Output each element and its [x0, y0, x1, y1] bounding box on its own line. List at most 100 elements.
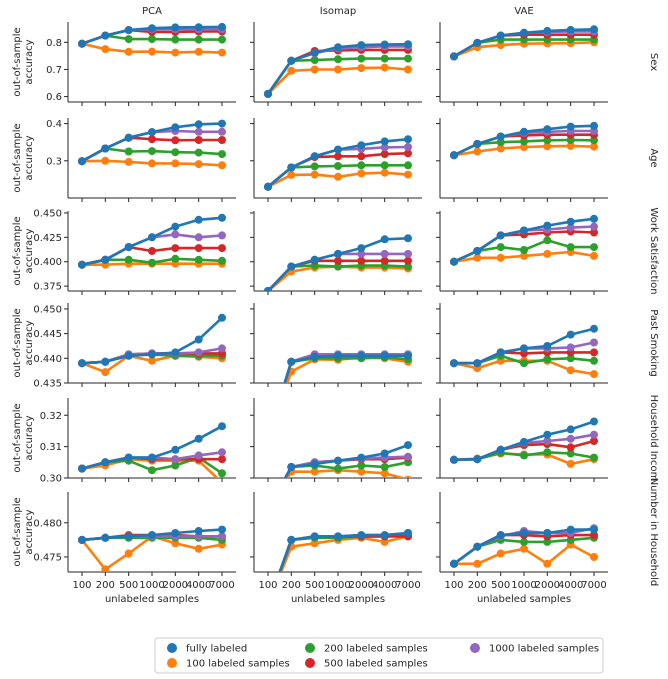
data-point [590, 348, 598, 357]
data-point [148, 453, 156, 462]
data-point [124, 351, 133, 360]
data-point [357, 244, 366, 253]
data-point [543, 559, 552, 568]
data-point [171, 230, 180, 239]
data-point [590, 214, 598, 223]
data-point [590, 553, 598, 561]
data-point [450, 257, 458, 266]
panel-1-1 [250, 118, 422, 202]
data-point [357, 461, 366, 470]
data-point [520, 544, 528, 553]
data-point [218, 231, 226, 240]
panel-3-2: Past Smoking [436, 303, 659, 387]
data-point [194, 348, 203, 357]
panel-4-0: 0.30 0.31 0.32 out-of-sample accuracy [12, 398, 236, 485]
data-point [590, 417, 598, 426]
data-point [496, 132, 505, 141]
plot-area [78, 422, 226, 478]
data-point [566, 25, 575, 34]
data-point [357, 249, 366, 258]
data-point [124, 157, 133, 166]
data-point [590, 25, 598, 34]
data-point [194, 255, 203, 264]
data-point [543, 537, 552, 546]
legend-marker [167, 643, 177, 653]
legend-label: 500 labeled samples [324, 659, 428, 670]
data-point [566, 330, 575, 339]
y-tick-label: 0.31 [40, 442, 62, 453]
plot-area [264, 234, 412, 291]
y-tick-label: 0.475 [33, 552, 62, 563]
data-point [473, 559, 482, 568]
data-point [334, 262, 342, 271]
plot-area [264, 40, 412, 98]
data-point [171, 461, 180, 470]
data-point [334, 464, 342, 473]
data-point [520, 529, 528, 537]
data-point [590, 228, 598, 237]
data-point [496, 549, 505, 558]
data-point [380, 351, 389, 360]
data-point [310, 152, 319, 161]
y-tick-label: 0.3 [46, 156, 62, 167]
data-point [124, 243, 133, 252]
data-point [218, 127, 226, 136]
plot-area [78, 525, 226, 572]
data-point [496, 253, 505, 262]
data-point [218, 455, 226, 464]
plot-area [78, 22, 226, 57]
data-point [543, 249, 552, 258]
panel-4-1 [250, 398, 422, 482]
data-point [124, 532, 133, 541]
data-point [310, 65, 319, 74]
data-point [404, 65, 412, 74]
data-point [404, 161, 412, 170]
legend-marker [305, 658, 315, 668]
x-tick-label: 100 [258, 580, 277, 591]
x-tick-label: 2000 [163, 580, 188, 591]
data-point [218, 422, 226, 431]
x-tick-label: 100 [72, 580, 91, 591]
column-title: PCA [142, 6, 162, 17]
data-point [357, 41, 366, 50]
data-point [357, 64, 366, 73]
data-point [287, 463, 296, 471]
data-point [473, 147, 482, 156]
data-point [101, 458, 110, 467]
data-point [171, 348, 180, 357]
data-point [380, 150, 389, 159]
data-point [566, 525, 575, 534]
data-point [171, 455, 180, 464]
data-point [194, 527, 203, 535]
data-point [310, 170, 319, 179]
y-tick-label: 0.400 [33, 257, 62, 268]
data-point [496, 41, 505, 50]
data-point [566, 354, 575, 363]
data-point [171, 35, 180, 44]
data-point [357, 531, 366, 540]
data-point [404, 529, 412, 537]
data-point [124, 255, 133, 264]
data-point [566, 459, 575, 468]
data-point [148, 159, 156, 168]
data-point [148, 147, 156, 156]
data-point [264, 182, 272, 191]
row-title: Age [648, 148, 659, 167]
legend-frame [154, 637, 604, 674]
data-point [194, 244, 203, 253]
data-point [590, 136, 598, 145]
data-point [171, 23, 180, 32]
data-point [357, 161, 366, 170]
x-tick-label: 2000 [349, 580, 374, 591]
y-axis-label: accuracy [24, 509, 35, 554]
data-point [264, 89, 272, 98]
data-point [310, 352, 319, 361]
row-title: Past Smoking [648, 309, 659, 376]
data-point [218, 256, 226, 265]
data-point [590, 437, 598, 445]
data-point [543, 430, 552, 439]
x-tick-label: 2000 [535, 580, 560, 591]
data-point [78, 535, 86, 544]
data-point [171, 123, 180, 132]
